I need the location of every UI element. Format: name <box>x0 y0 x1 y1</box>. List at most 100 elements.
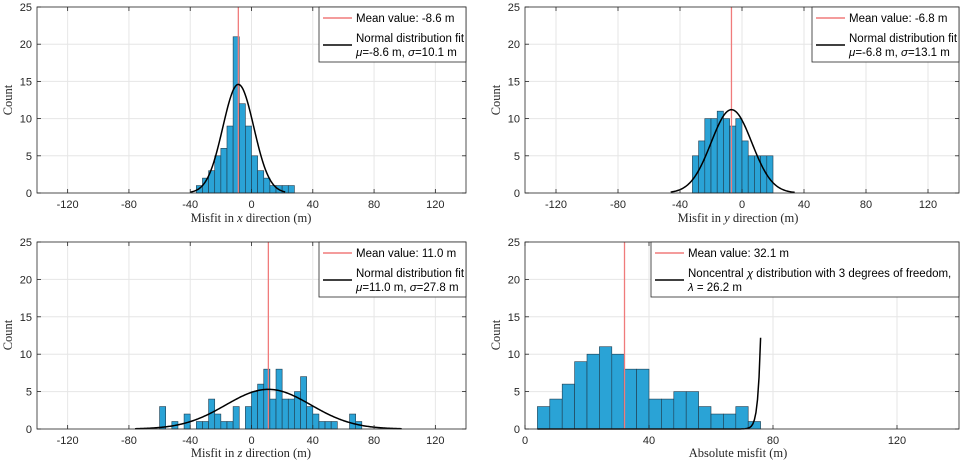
x-axis-label: Misfit in x direction (m) <box>191 211 312 225</box>
y-tick-label: 25 <box>20 237 32 249</box>
y-tick-label: 25 <box>508 2 520 14</box>
histogram-bar <box>735 118 743 194</box>
legend-fit-label-line1: Normal distribution fit <box>849 33 958 45</box>
histogram-bar <box>537 406 551 430</box>
y-tick-label: 15 <box>20 312 32 324</box>
y-tick-label: 5 <box>26 387 32 399</box>
histogram-bar <box>330 421 338 430</box>
histogram-bars <box>537 346 761 430</box>
x-tick-label: -80 <box>121 435 137 447</box>
x-tick-label: 120 <box>888 435 906 447</box>
axes: -120 -80 -40 0 40 80 120 0 5 10 15 20 25 <box>508 2 960 211</box>
histogram-bar <box>698 140 706 194</box>
y-tick-label: 10 <box>20 114 32 126</box>
y-tick-label: 20 <box>508 274 520 286</box>
histogram-bar <box>275 368 283 430</box>
histogram-bar <box>349 413 356 430</box>
legend-fit-label-line2: μ=-8.6 m, σ=10.1 m <box>355 47 457 59</box>
x-tick-label: -40 <box>672 199 688 211</box>
histogram-bar <box>599 346 613 430</box>
legend: Mean value: 11.0 m Normal distribution f… <box>318 241 467 298</box>
histogram-bar <box>281 398 289 430</box>
x-tick-label: -40 <box>182 199 198 211</box>
y-tick-label: 10 <box>508 114 520 126</box>
axes: -120 -80 -40 0 40 80 120 0 5 10 15 20 25 <box>20 2 467 211</box>
x-axis-label: Misfit in z direction (m) <box>191 446 311 460</box>
histogram-bar <box>263 177 271 194</box>
histogram-bar <box>623 368 637 430</box>
histogram-bar <box>716 110 724 194</box>
histogram-bar <box>636 368 650 430</box>
histogram-bar <box>306 406 314 430</box>
x-tick-label: 80 <box>860 199 872 211</box>
histogram-bar <box>766 155 774 194</box>
x-tick-label: -40 <box>182 435 198 447</box>
histogram-bar <box>287 185 295 194</box>
legend-fit-label-line1: Normal distribution fit <box>356 268 465 280</box>
x-tick-label: 40 <box>643 435 655 447</box>
histogram-bar <box>747 155 755 194</box>
legend-fit-label-line1: Normal distribution fit <box>356 33 465 45</box>
fit-curve <box>135 388 402 430</box>
x-tick-label: -120 <box>57 435 79 447</box>
y-tick-label: 25 <box>20 2 32 14</box>
histogram-bar <box>549 398 563 430</box>
y-axis-label: Count <box>489 84 503 115</box>
panel-y-misfit: -120 -80 -40 0 40 80 120 0 5 10 15 20 25 Count Misfi… <box>489 2 960 225</box>
y-tick-label: 10 <box>20 349 32 361</box>
x-tick-label: 80 <box>767 435 779 447</box>
y-tick-label: 15 <box>20 76 32 88</box>
histogram-bar <box>735 406 749 430</box>
legend-fit-label-line1: Noncentral χ distribution with 3 degrees… <box>688 268 951 280</box>
y-tick-label: 5 <box>514 387 520 399</box>
y-tick-label: 25 <box>508 237 520 249</box>
x-tick-label: -120 <box>57 199 79 211</box>
histogram-bar <box>159 406 166 430</box>
y-tick-label: 10 <box>508 349 520 361</box>
histogram-bar <box>673 391 687 430</box>
histogram-bar <box>251 155 258 194</box>
panel-z-misfit: -120 -80 -40 0 40 80 120 0 5 10 15 20 25 Count Misfi… <box>1 237 467 460</box>
histogram-bar <box>710 413 724 430</box>
histogram-bar <box>318 421 326 430</box>
y-tick-label: 5 <box>514 151 520 163</box>
y-tick-label: 20 <box>20 39 32 51</box>
histogram-bar <box>269 398 277 430</box>
x-tick-label: -80 <box>121 199 137 211</box>
y-tick-label: 20 <box>20 274 32 286</box>
histogram-bars <box>692 110 774 194</box>
fit-curve <box>670 108 795 194</box>
fit-curve <box>190 83 286 193</box>
x-tick-label: -120 <box>545 199 567 211</box>
x-tick-label: 0 <box>248 199 254 211</box>
histogram-bar <box>729 125 737 194</box>
legend: Mean value: -6.8 m Normal distribution f… <box>811 6 960 63</box>
legend-mean-label: Mean value: 32.1 m <box>688 248 789 260</box>
x-tick-label: 0 <box>248 435 254 447</box>
x-tick-label: 40 <box>307 435 319 447</box>
legend-fit-label-line2: λ = 26.2 m <box>687 282 742 294</box>
legend: Mean value: -8.6 m Normal distribution f… <box>318 6 467 63</box>
y-tick-label: 0 <box>514 188 520 200</box>
y-tick-label: 15 <box>508 312 520 324</box>
histogram-bar <box>245 125 252 194</box>
histogram-bar <box>220 148 228 194</box>
histogram-bars <box>159 368 363 430</box>
histogram-bar <box>196 421 203 430</box>
legend-mean-label: Mean value: -6.8 m <box>849 13 947 25</box>
axes: 0 40 80 120 0 5 10 15 20 25 <box>508 237 960 447</box>
histogram-bar <box>245 406 252 430</box>
legend-box <box>650 241 960 298</box>
legend-box <box>318 6 467 63</box>
histogram-bar <box>611 353 625 430</box>
histogram-bar <box>586 353 600 430</box>
histogram-bar <box>723 413 737 430</box>
x-tick-label: 80 <box>368 199 380 211</box>
histogram-bar <box>312 413 320 430</box>
x-tick-label: 40 <box>798 199 810 211</box>
histogram-bar <box>251 391 258 430</box>
y-axis-label: Count <box>489 319 503 350</box>
axes: -120 -80 -40 0 40 80 120 0 5 10 15 20 25 <box>20 237 467 447</box>
histogram-bar <box>257 170 265 194</box>
